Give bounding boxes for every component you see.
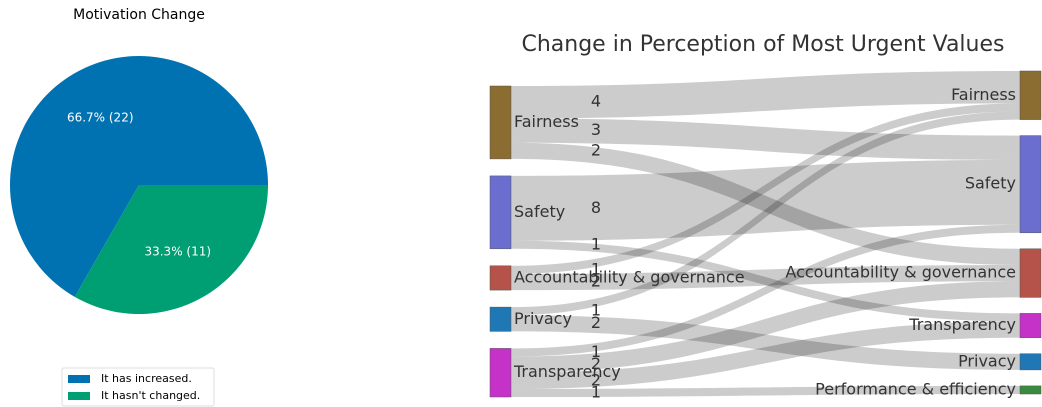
node bbox=[489, 175, 512, 250]
link bbox=[511, 385, 1020, 397]
link bbox=[511, 118, 1020, 160]
link-value: 2 bbox=[591, 313, 601, 332]
link bbox=[511, 281, 1020, 373]
link-value: 2 bbox=[591, 370, 601, 389]
link-value: 2 bbox=[591, 354, 601, 373]
node-label: Transparency bbox=[908, 315, 1016, 334]
link-value: 2 bbox=[591, 272, 601, 291]
pie-slice bbox=[10, 56, 269, 297]
node bbox=[1019, 353, 1042, 371]
link-value: 1 bbox=[591, 301, 601, 320]
node-label: Accountability & governance bbox=[785, 263, 1016, 282]
links bbox=[511, 71, 1020, 397]
link-value: 3 bbox=[591, 120, 601, 139]
link-value: 1 bbox=[591, 259, 601, 278]
node bbox=[1019, 248, 1042, 298]
legend-label: It hasn't changed. bbox=[101, 389, 200, 402]
node-label: Safety bbox=[514, 202, 565, 221]
link bbox=[511, 265, 1020, 291]
pie-slice bbox=[74, 185, 268, 314]
link bbox=[511, 71, 1020, 119]
link bbox=[511, 142, 1020, 265]
link bbox=[511, 315, 1020, 370]
link-value: 1 bbox=[591, 342, 601, 361]
legend-box bbox=[61, 367, 215, 407]
node bbox=[1019, 135, 1042, 234]
node-label: Accountability & governance bbox=[514, 267, 745, 286]
node-label: Privacy bbox=[958, 351, 1016, 370]
legend-swatch bbox=[68, 392, 90, 400]
node-label: Safety bbox=[965, 174, 1016, 193]
node bbox=[1019, 385, 1042, 395]
slice-label: 33.3% (11) bbox=[144, 244, 211, 258]
link-value: 1 bbox=[591, 234, 601, 253]
link-value: 4 bbox=[591, 92, 601, 111]
link bbox=[511, 240, 1020, 322]
legend-swatch bbox=[68, 375, 90, 383]
link bbox=[511, 103, 1020, 274]
chart-title: Motivation Change bbox=[73, 7, 205, 23]
node bbox=[1019, 70, 1042, 120]
chart-title: Change in Perception of Most Urgent Valu… bbox=[521, 32, 1004, 57]
slice-label: 66.7% (22) bbox=[67, 111, 134, 125]
node bbox=[1019, 313, 1042, 338]
node-label: Privacy bbox=[514, 309, 572, 328]
link-value: 2 bbox=[591, 140, 601, 159]
node bbox=[489, 85, 512, 160]
node-label: Performance & efficiency bbox=[815, 379, 1016, 398]
node-label: Fairness bbox=[951, 85, 1016, 104]
node bbox=[489, 348, 512, 398]
node bbox=[489, 306, 512, 332]
link-value: 8 bbox=[591, 198, 601, 217]
link bbox=[511, 321, 1020, 389]
node-label: Fairness bbox=[514, 112, 579, 131]
link bbox=[511, 159, 1020, 241]
node bbox=[489, 265, 512, 291]
legend-label: It has increased. bbox=[101, 372, 192, 385]
link bbox=[511, 111, 1020, 316]
link-value: 1 bbox=[591, 382, 601, 401]
node-label: Transparency bbox=[513, 362, 621, 381]
link bbox=[511, 224, 1020, 357]
